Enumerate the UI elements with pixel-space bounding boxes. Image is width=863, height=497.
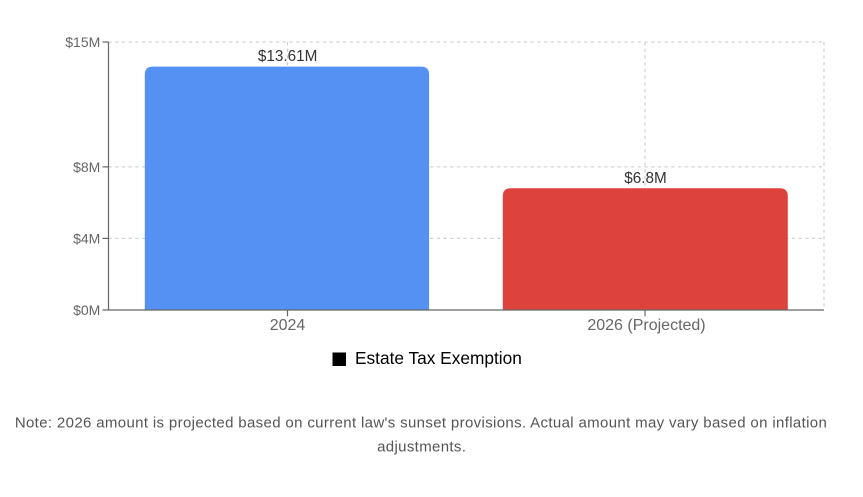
svg-text:adjustments.: adjustments.	[377, 439, 466, 456]
svg-text:$13.61M: $13.61M	[258, 48, 318, 65]
svg-text:$4M: $4M	[73, 230, 100, 246]
svg-text:$15M: $15M	[65, 34, 100, 50]
svg-text:2026 (Projected): 2026 (Projected)	[587, 317, 705, 334]
svg-text:Note: 2026 amount is projected: Note: 2026 amount is projected based on …	[15, 414, 827, 431]
svg-text:$0M: $0M	[73, 302, 100, 318]
svg-text:$8M: $8M	[73, 159, 100, 175]
svg-text:Estate Tax Exemption: Estate Tax Exemption	[355, 348, 522, 368]
svg-text:2024: 2024	[270, 317, 306, 334]
svg-text:$6.8M: $6.8M	[624, 170, 667, 187]
